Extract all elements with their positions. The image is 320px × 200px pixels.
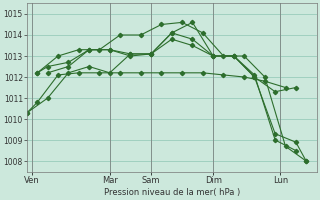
X-axis label: Pression niveau de la mer( hPa ): Pression niveau de la mer( hPa ) [104,188,240,197]
